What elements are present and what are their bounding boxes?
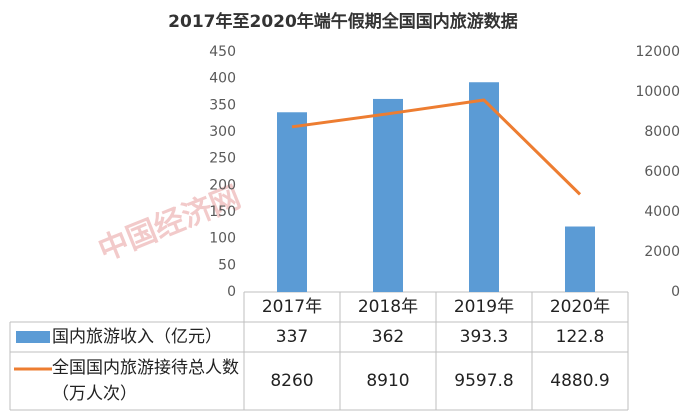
table-value: 337 bbox=[276, 327, 308, 347]
legend-marker bbox=[16, 331, 50, 343]
y-tick-label: 250 bbox=[209, 151, 236, 167]
y-tick-label: 200 bbox=[209, 177, 236, 193]
table-value: 8910 bbox=[366, 371, 409, 391]
y-tick-label: 350 bbox=[209, 97, 236, 113]
x-tick-label: 2017年 bbox=[262, 297, 322, 317]
x-tick-label: 2018年 bbox=[358, 297, 418, 317]
chart-title: 2017年至2020年端午假期全国国内旅游数据 bbox=[168, 11, 518, 32]
legend-cell: 国内旅游收入（亿元） bbox=[52, 327, 222, 347]
y-tick-label: 300 bbox=[209, 124, 236, 140]
y-tick-label: 450 bbox=[209, 44, 236, 60]
table-value: 122.8 bbox=[556, 327, 605, 347]
table-value: 8260 bbox=[270, 371, 313, 391]
legend-cell: 全国国内旅游接待总人数（万人次） bbox=[52, 358, 239, 404]
y-tick-label: 150 bbox=[209, 204, 236, 220]
y2-tick-label: 4000 bbox=[644, 204, 680, 220]
table-value: 9597.8 bbox=[454, 371, 513, 391]
y-tick-label: 0 bbox=[227, 284, 236, 300]
y2-tick-label: 0 bbox=[671, 284, 680, 300]
x-tick-label: 2020年 bbox=[550, 297, 610, 317]
y2-tick-label: 8000 bbox=[644, 124, 680, 140]
table-value: 362 bbox=[372, 327, 404, 347]
table-value: 4880.9 bbox=[550, 371, 609, 391]
y-tick-label: 400 bbox=[209, 71, 236, 87]
y2-tick-label: 2000 bbox=[644, 244, 680, 260]
y2-tick-label: 10000 bbox=[635, 84, 680, 100]
bar bbox=[373, 98, 403, 292]
table-value: 393.3 bbox=[460, 327, 509, 347]
bar bbox=[277, 112, 307, 293]
y2-tick-label: 6000 bbox=[644, 164, 680, 180]
y-tick-label: 100 bbox=[209, 231, 236, 247]
table-grid bbox=[9, 291, 629, 411]
x-tick-label: 2019年 bbox=[454, 297, 514, 317]
y-tick-label: 50 bbox=[218, 257, 236, 273]
legend-label: 全国国内旅游接待总人数（万人次） bbox=[52, 358, 239, 404]
bar bbox=[565, 226, 595, 292]
legend-label: 国内旅游收入（亿元） bbox=[52, 327, 222, 347]
y2-tick-label: 12000 bbox=[635, 44, 680, 60]
line bbox=[291, 98, 582, 196]
bar bbox=[469, 82, 499, 293]
